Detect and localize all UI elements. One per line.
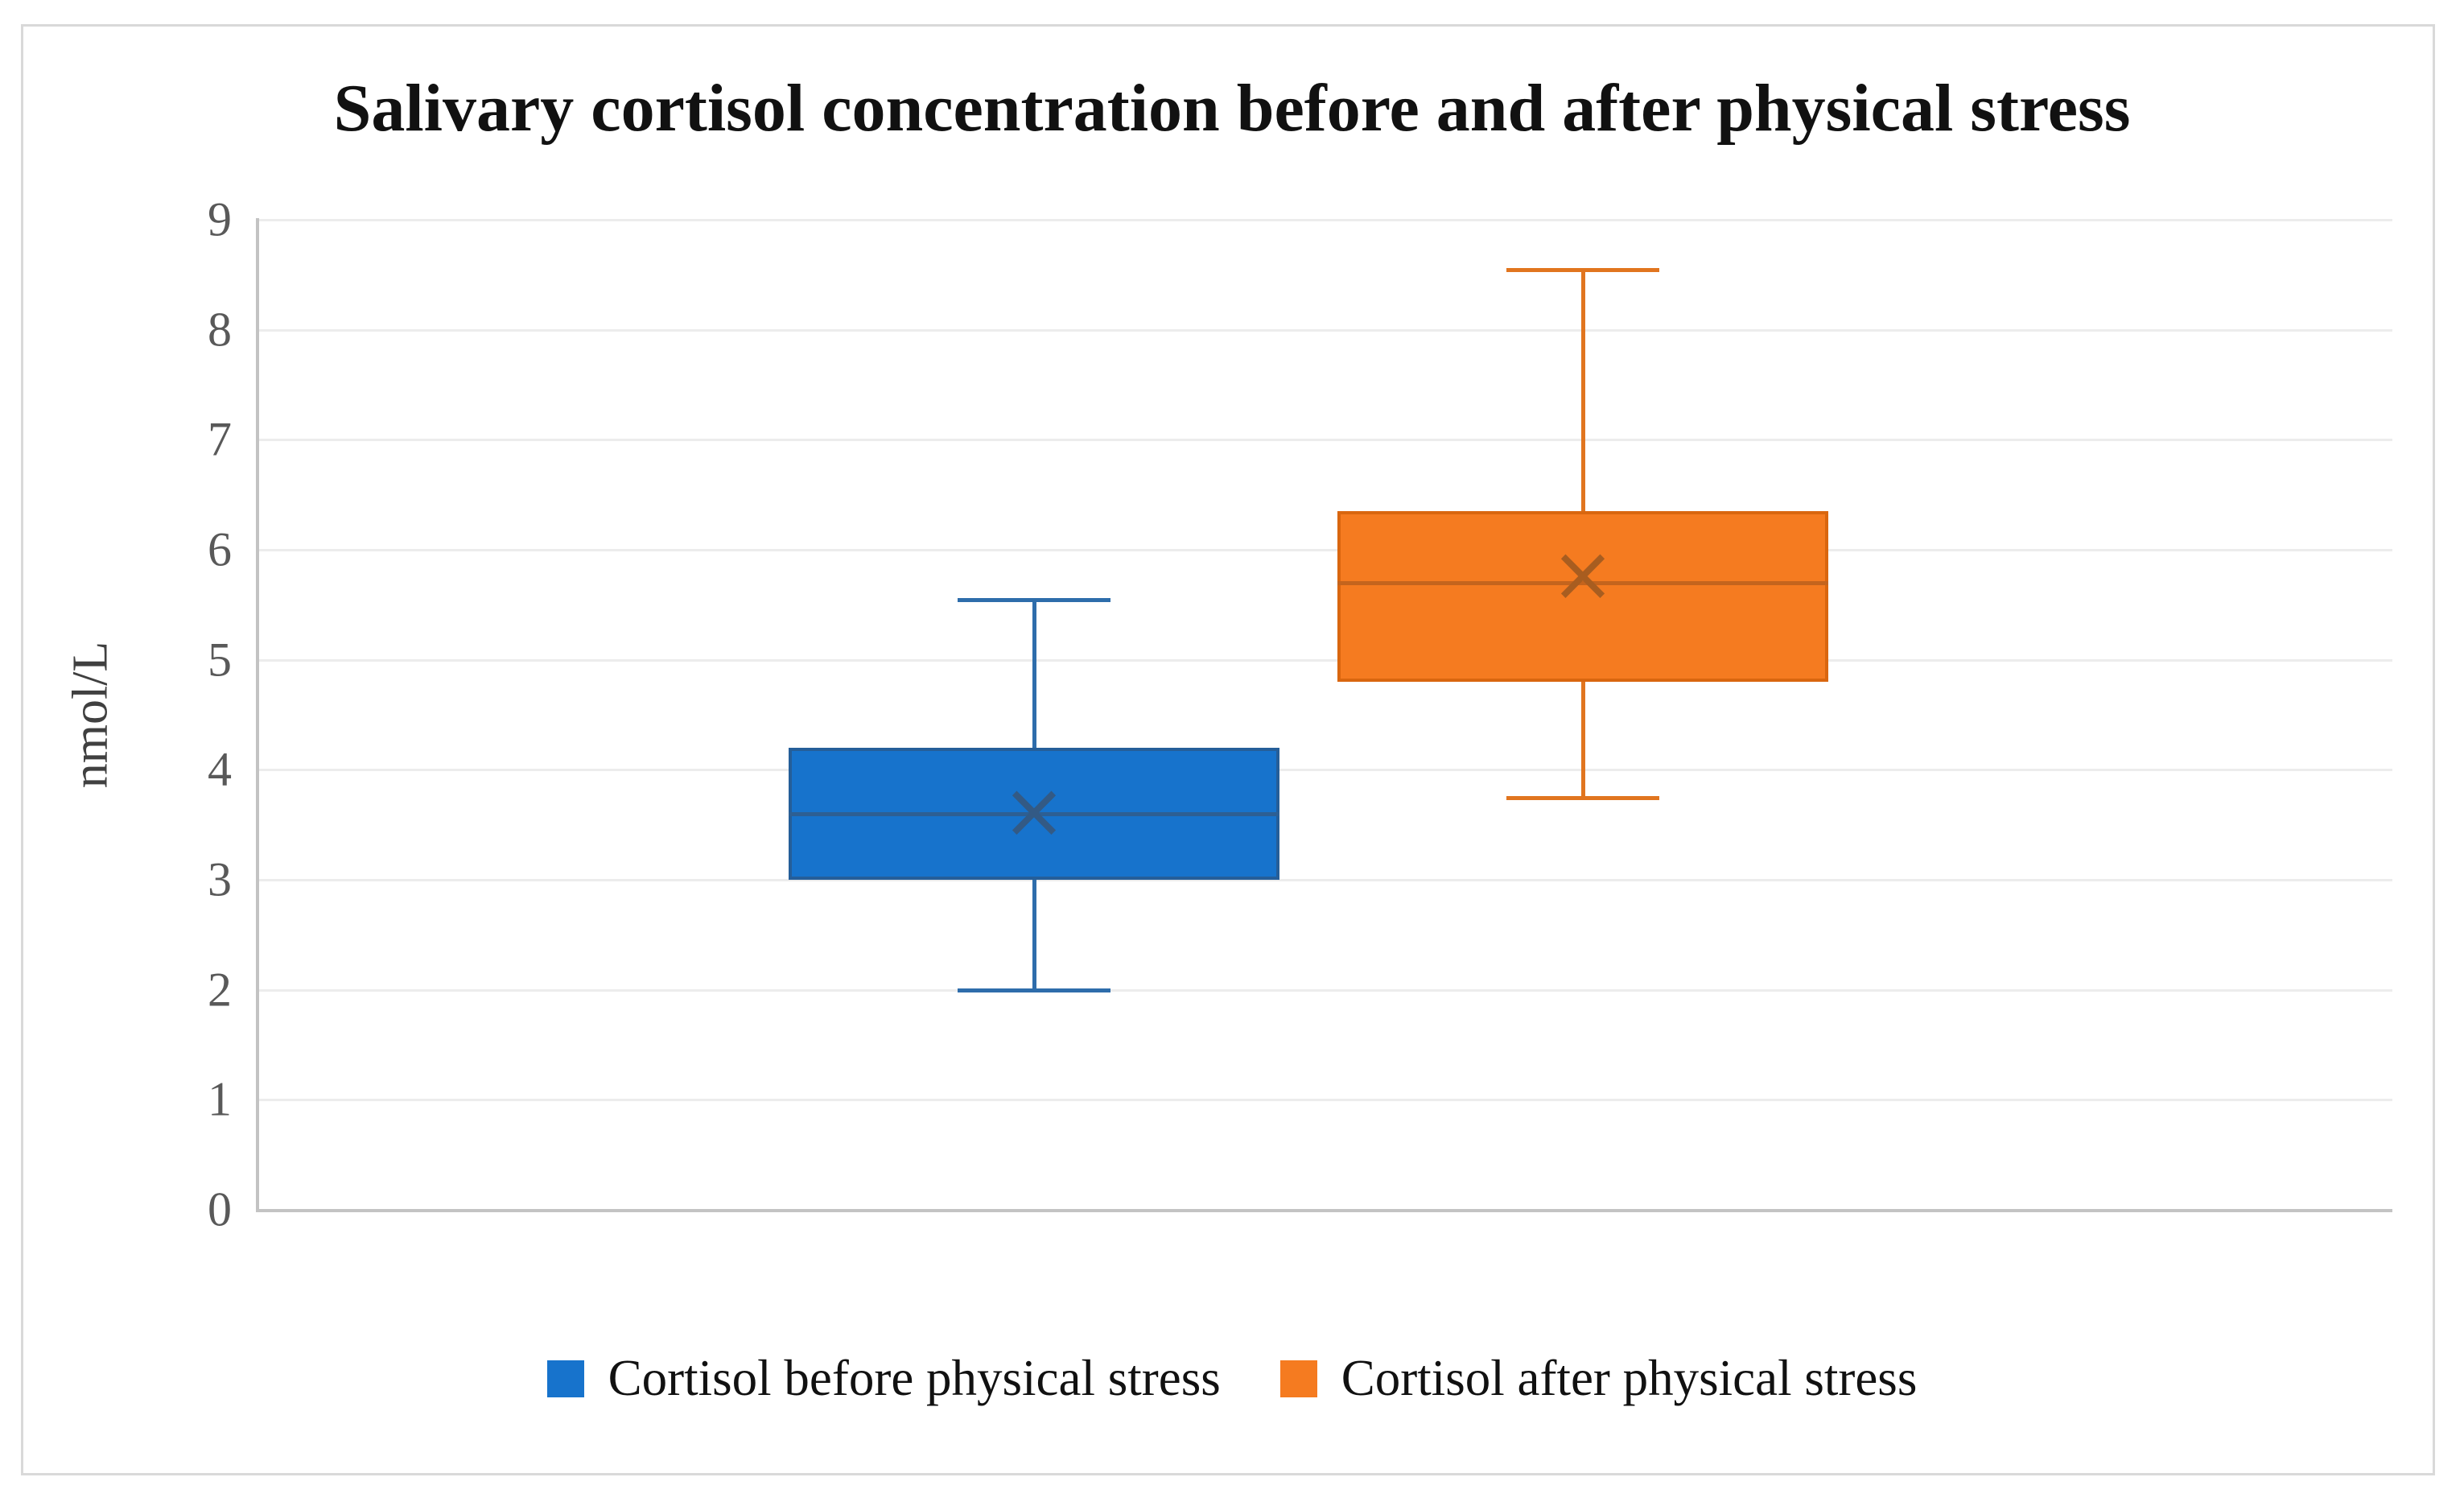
median-line-0: [789, 812, 1279, 816]
y-tick-label-6: 6: [208, 522, 232, 576]
whisker-upper-0: [1032, 599, 1036, 748]
gridline-4: [259, 769, 2392, 772]
y-tick-label-4: 4: [208, 742, 232, 796]
y-tick-label-1: 1: [208, 1072, 232, 1126]
legend: Cortisol before physical stress Cortisol …: [0, 1349, 2464, 1408]
gridline-6: [259, 549, 2392, 551]
legend-label: Cortisol after physical stress: [1341, 1350, 1918, 1406]
y-tick-label-9: 9: [208, 192, 232, 246]
whisker-cap-min-0: [958, 988, 1110, 992]
legend-swatch-icon: [546, 1360, 584, 1397]
legend-label: Cortisol before physical stress: [608, 1350, 1221, 1406]
y-tick-label-2: 2: [208, 963, 232, 1017]
whisker-cap-min-1: [1506, 795, 1659, 800]
y-tick-label-5: 5: [208, 633, 232, 687]
gridline-1: [259, 1099, 2392, 1102]
y-axis-title: nmol/L: [63, 641, 118, 789]
gridline-9: [259, 219, 2392, 221]
gridline-8: [259, 328, 2392, 332]
x-axis-line: [256, 1209, 2392, 1212]
mean-marker-1: ×: [1550, 529, 1616, 620]
legend-swatch-icon: [1279, 1360, 1317, 1397]
mean-marker-0: ×: [1001, 765, 1067, 856]
whisker-lower-0: [1032, 880, 1036, 990]
whisker-upper-1: [1581, 269, 1585, 512]
gridline-3: [259, 879, 2392, 881]
y-tick-label-0: 0: [208, 1182, 232, 1236]
legend-item-1: Cortisol after physical stress: [1279, 1349, 1918, 1408]
whisker-cap-max-1: [1506, 267, 1659, 272]
y-tick-label-7: 7: [208, 412, 232, 466]
median-line-1: [1337, 581, 1828, 585]
gridline-5: [259, 658, 2392, 662]
legend-item-0: Cortisol before physical stress: [546, 1349, 1221, 1408]
whisker-lower-1: [1581, 682, 1585, 798]
box-1: [1337, 511, 1828, 682]
y-tick-label-8: 8: [208, 303, 232, 357]
y-axis-line: [256, 218, 259, 1212]
whisker-cap-max-0: [958, 597, 1110, 602]
y-tick-label-3: 3: [208, 852, 232, 906]
chart-title: Salivary cortisol concentration before a…: [333, 71, 2131, 146]
gridline-2: [259, 988, 2392, 992]
gridline-7: [259, 439, 2392, 442]
